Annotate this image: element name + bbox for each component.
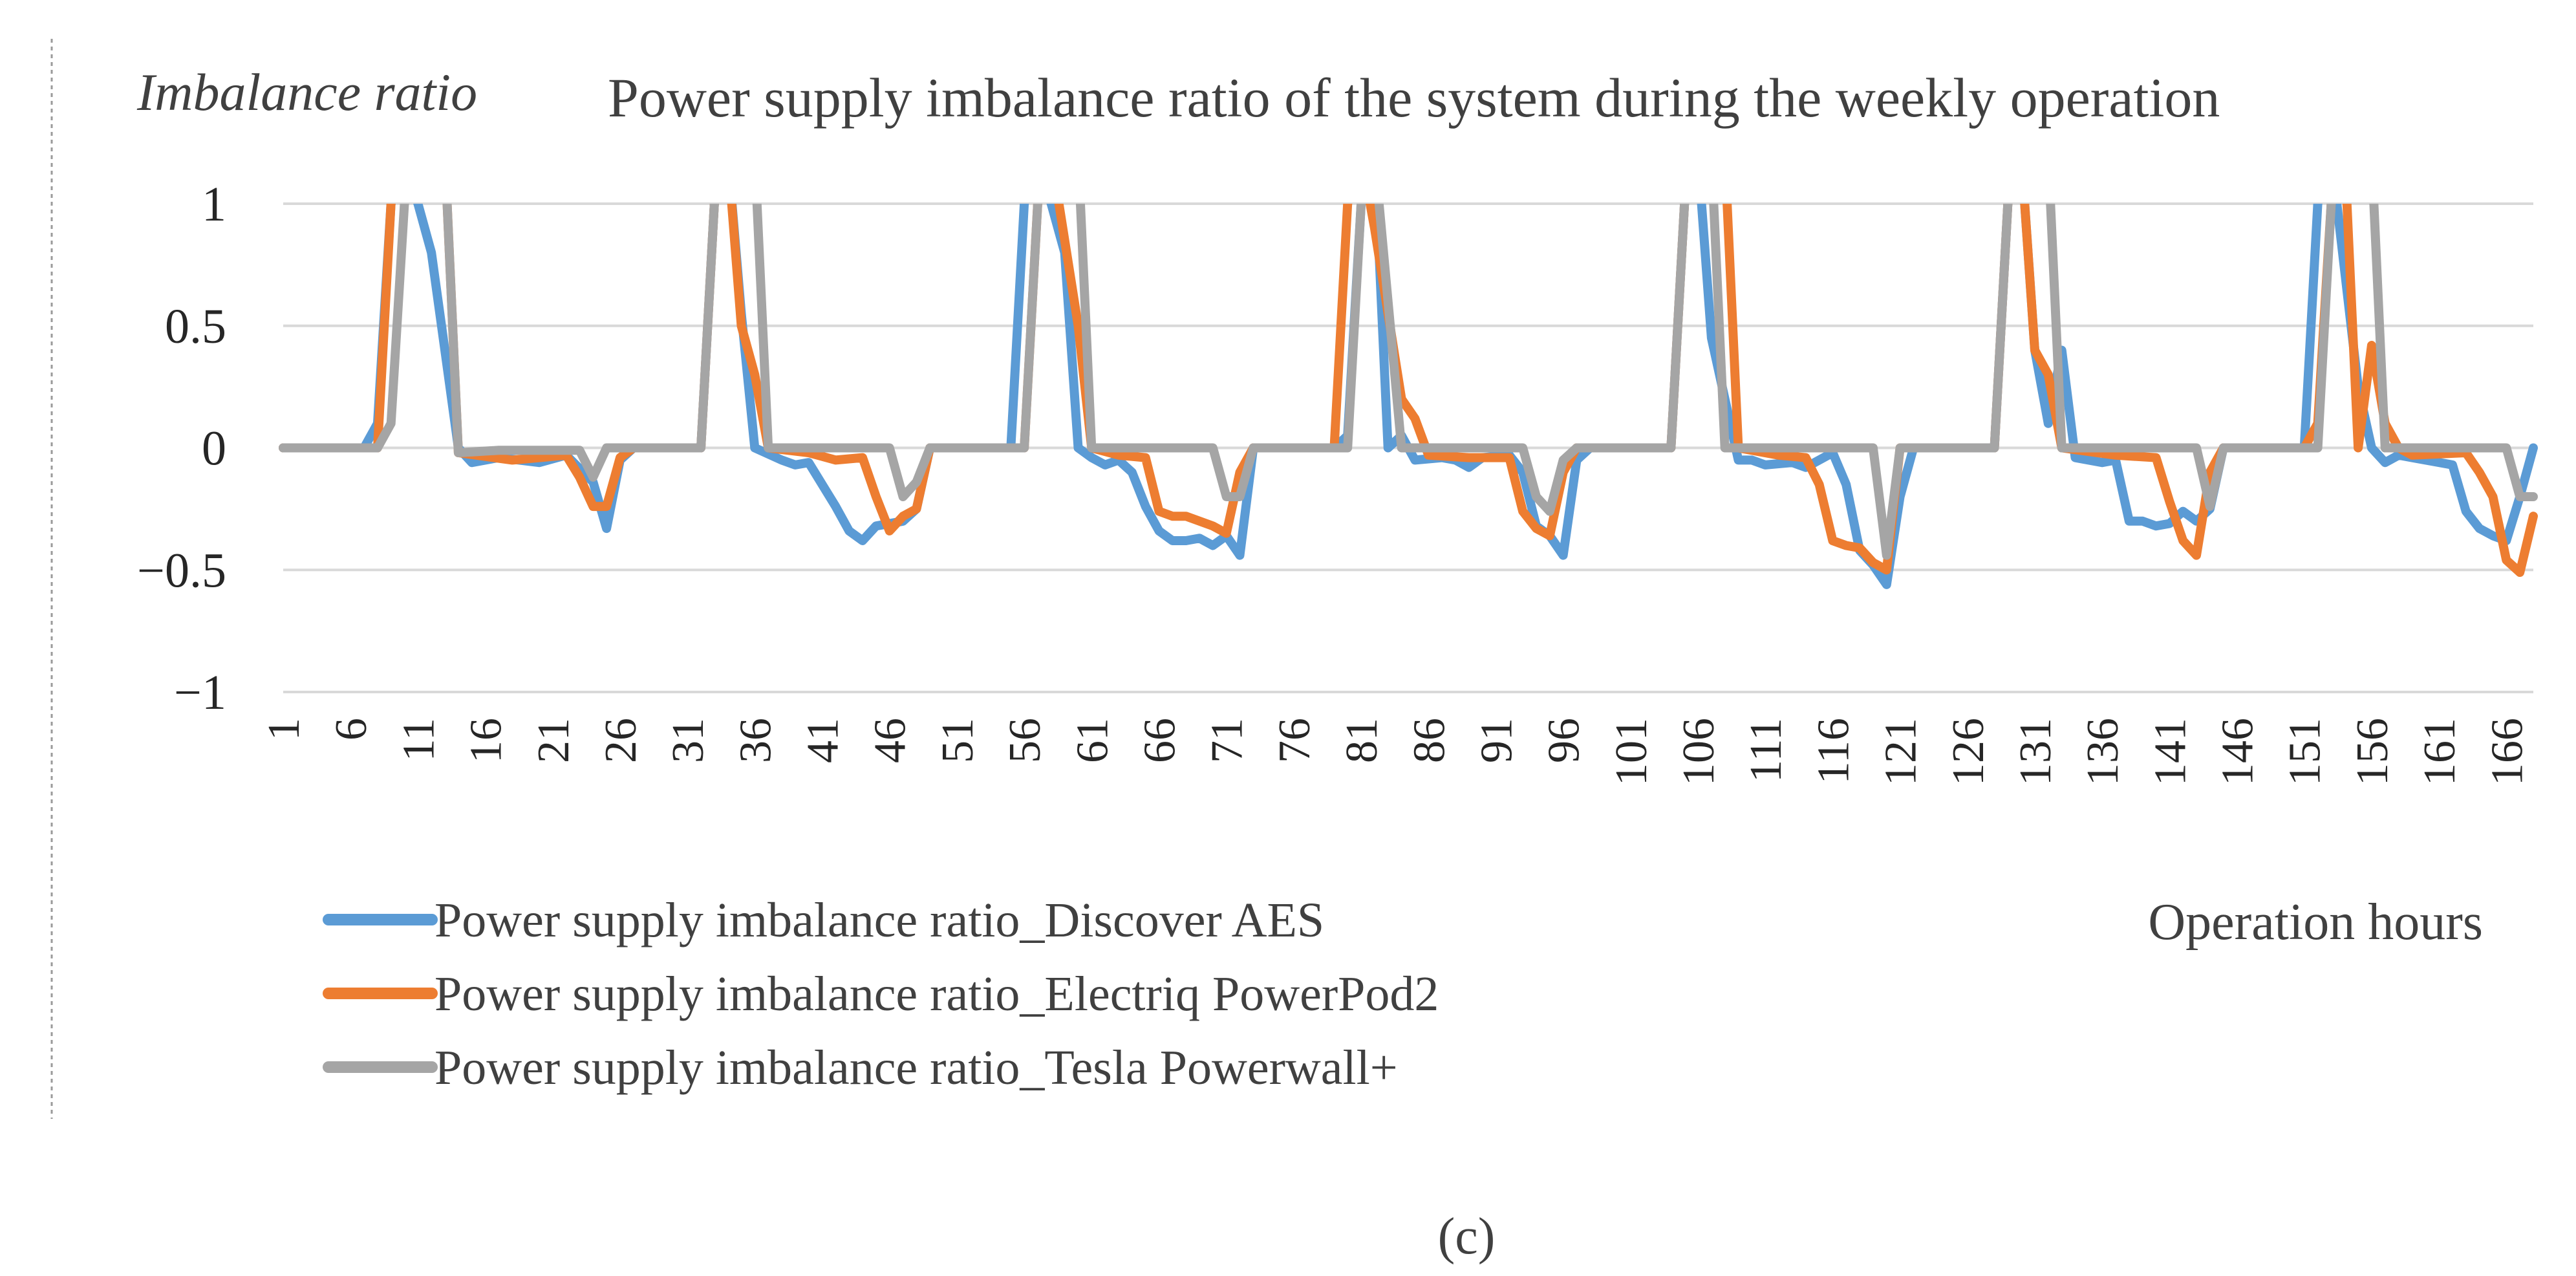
x-tick-label: 6 bbox=[327, 718, 376, 741]
series-line-2 bbox=[279, 204, 2538, 577]
series-lines bbox=[279, 204, 2538, 589]
x-tick-label: 61 bbox=[1068, 718, 1117, 763]
y-tick-label: −0.5 bbox=[137, 543, 226, 598]
legend-label: Power supply imbalance ratio_Tesla Power… bbox=[435, 1041, 1398, 1095]
x-tick-label: 116 bbox=[1809, 718, 1858, 784]
y-tick-labels: 1 0.5 0 −0.5 −1 bbox=[137, 177, 226, 720]
x-tick-label: 126 bbox=[1944, 718, 1993, 786]
x-tick-label: 111 bbox=[1741, 718, 1791, 783]
x-axis-title: Operation hours bbox=[2148, 894, 2483, 951]
y-tick-label: 0.5 bbox=[165, 299, 226, 354]
x-tick-label: 86 bbox=[1404, 718, 1454, 763]
x-tick-label: 136 bbox=[2078, 718, 2128, 786]
legend-label: Power supply imbalance ratio_Electriq Po… bbox=[435, 967, 1439, 1021]
x-tick-label: 51 bbox=[933, 718, 983, 763]
x-tick-label: 36 bbox=[731, 718, 780, 763]
x-tick-label: 101 bbox=[1607, 718, 1657, 786]
x-tick-label: 76 bbox=[1270, 718, 1320, 763]
x-tick-label: 121 bbox=[1876, 718, 1926, 786]
x-tick-label: 31 bbox=[663, 718, 713, 763]
legend: Power supply imbalance ratio_Discover AE… bbox=[323, 893, 1439, 1095]
x-tick-label: 151 bbox=[2281, 718, 2330, 786]
figure-caption: (c) bbox=[1438, 1208, 1496, 1265]
x-tick-label: 56 bbox=[1000, 718, 1050, 763]
x-tick-label: 46 bbox=[866, 718, 916, 763]
x-tick-label: 16 bbox=[462, 718, 511, 763]
y-tick-label: −1 bbox=[174, 665, 226, 720]
y-axis-title: Imbalance ratio bbox=[136, 63, 477, 122]
x-tick-label: 161 bbox=[2415, 718, 2465, 786]
x-tick-label: 11 bbox=[394, 718, 444, 761]
x-tick-labels: 1 6 11 16 21 26 31 36 41 46 51 56 61 66 71 76 81 86 91 96 10… bbox=[259, 718, 2532, 786]
x-tick-label: 71 bbox=[1203, 718, 1252, 763]
x-tick-label: 141 bbox=[2145, 718, 2195, 786]
x-tick-label: 91 bbox=[1472, 718, 1521, 763]
x-tick-label: 156 bbox=[2348, 718, 2398, 786]
y-tick-label: 0 bbox=[202, 422, 226, 476]
x-tick-label: 21 bbox=[529, 718, 579, 763]
x-tick-label: 41 bbox=[799, 718, 848, 763]
x-tick-label: 1 bbox=[259, 718, 309, 741]
x-tick-label: 106 bbox=[1674, 718, 1724, 786]
x-tick-label: 26 bbox=[596, 718, 646, 763]
x-tick-label: 146 bbox=[2213, 718, 2263, 786]
x-tick-label: 81 bbox=[1337, 718, 1387, 763]
chart-title: Power supply imbalance ratio of the syst… bbox=[608, 67, 2220, 129]
x-tick-label: 131 bbox=[2011, 718, 2061, 786]
y-tick-label: 1 bbox=[202, 177, 226, 232]
x-tick-label: 66 bbox=[1135, 718, 1185, 763]
series-line-3 bbox=[279, 204, 2538, 560]
legend-label: Power supply imbalance ratio_Discover AE… bbox=[435, 893, 1324, 947]
x-tick-label: 166 bbox=[2482, 718, 2532, 786]
series-line-1 bbox=[279, 204, 2538, 589]
x-tick-label: 96 bbox=[1540, 718, 1589, 763]
